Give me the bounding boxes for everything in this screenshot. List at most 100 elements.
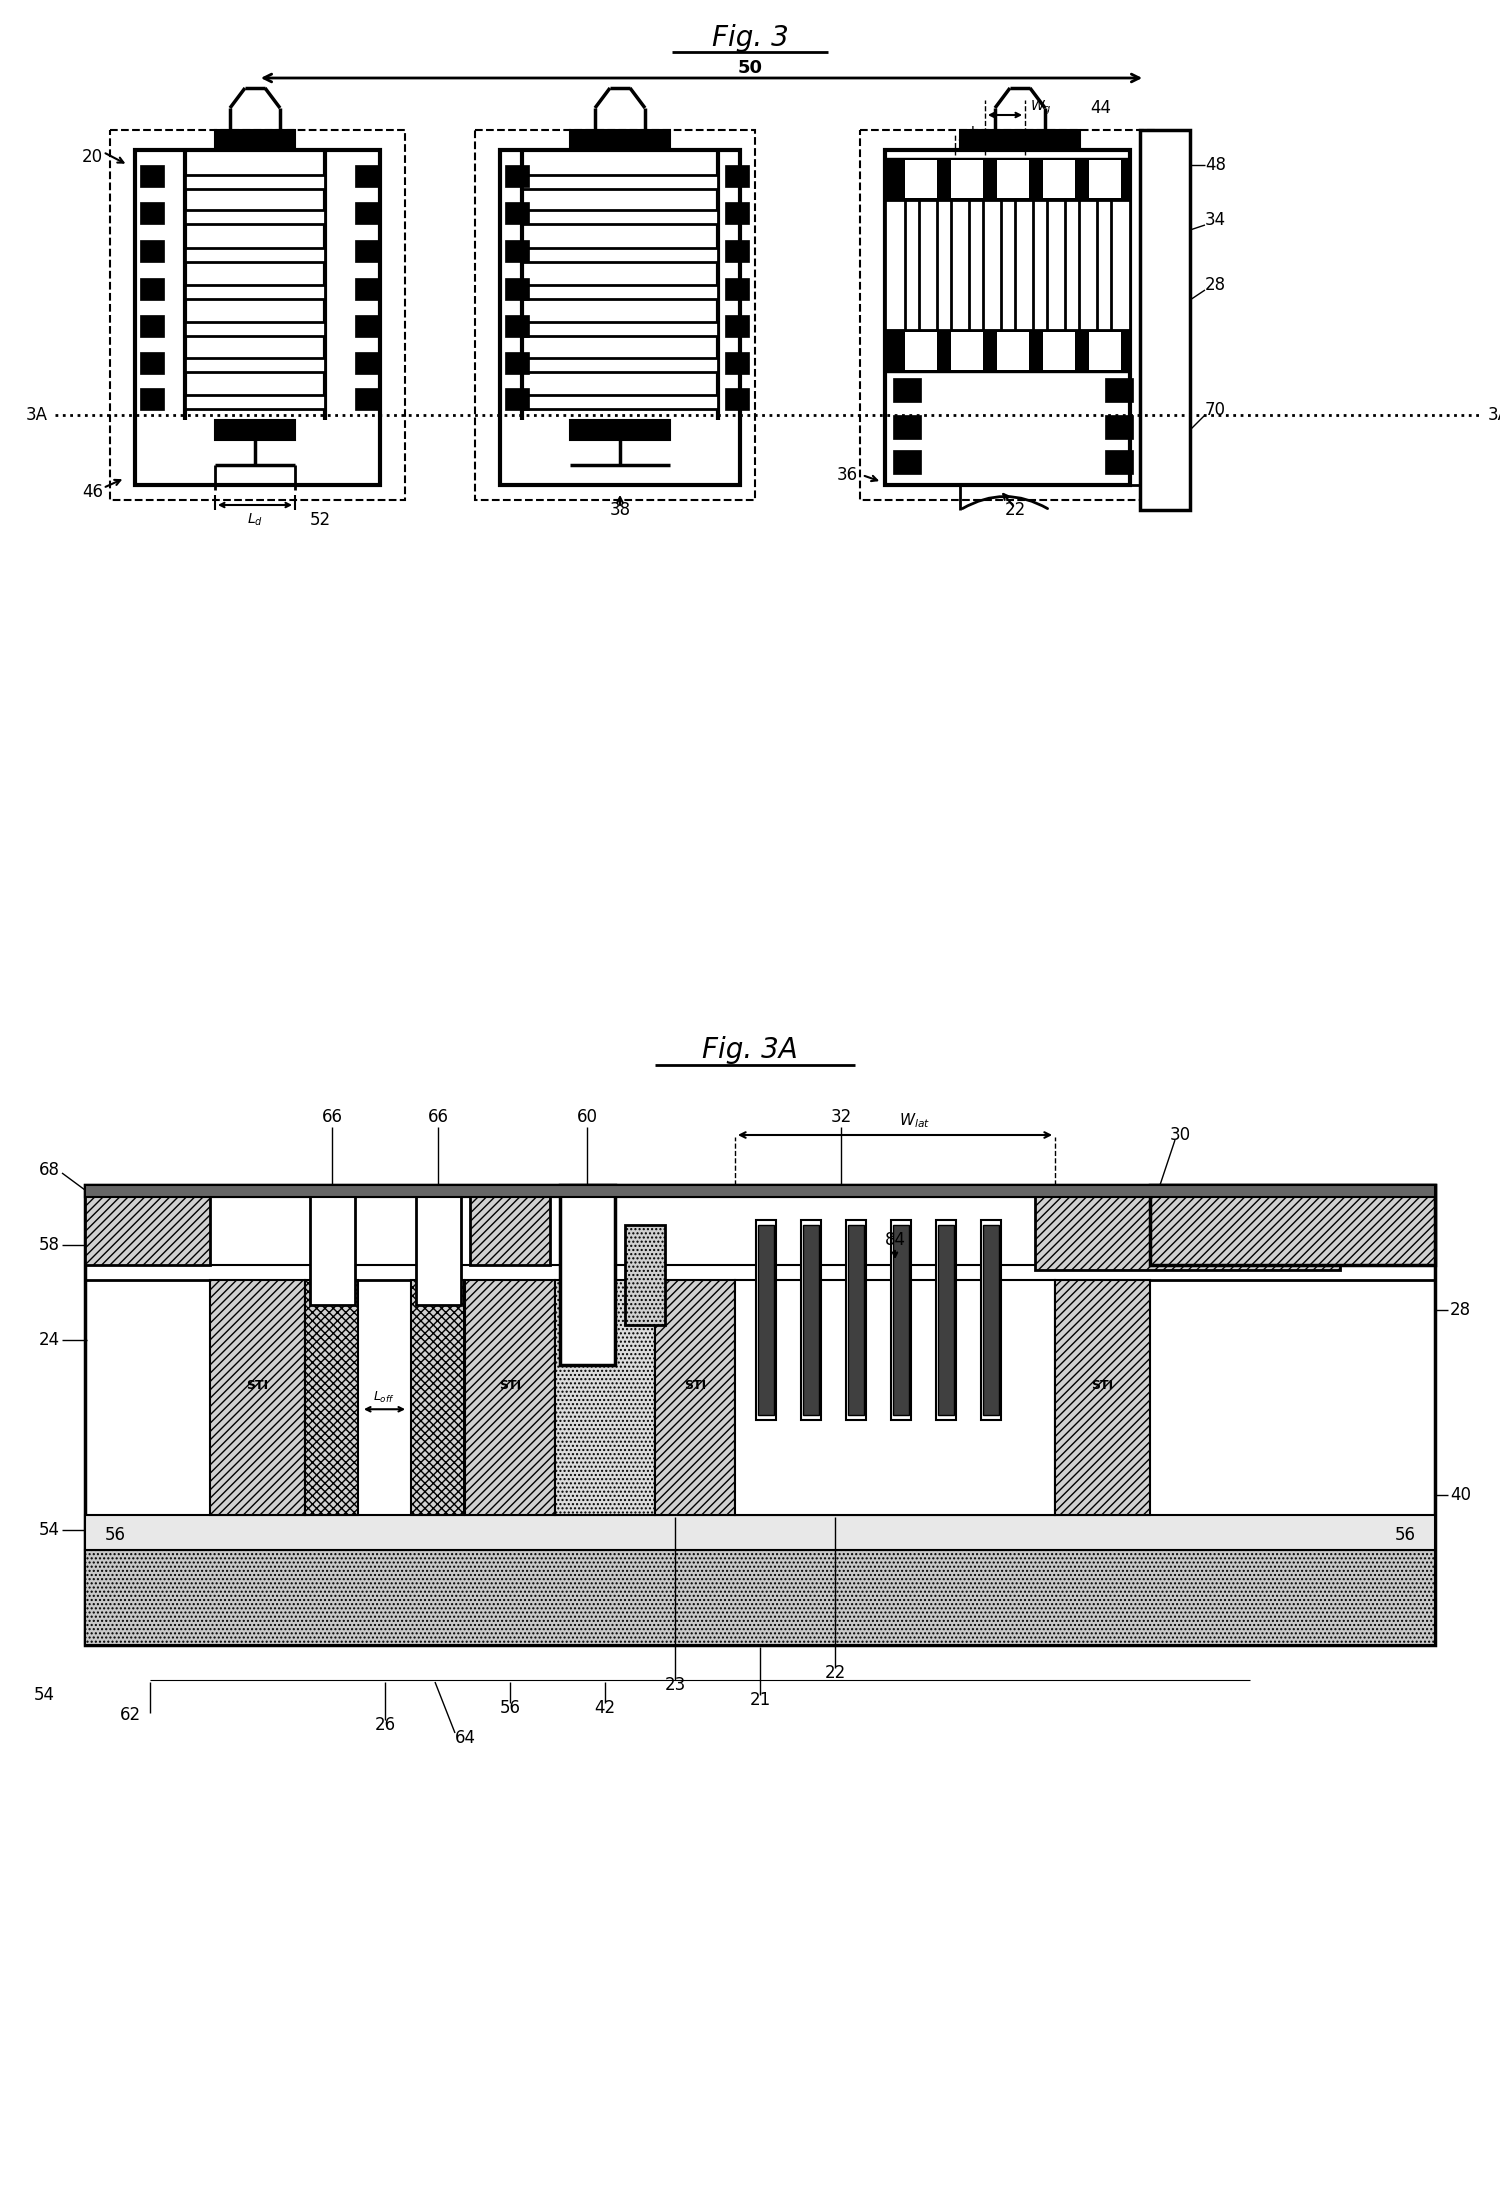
- Bar: [506, 203, 530, 225]
- Bar: [885, 150, 1130, 485]
- Bar: [951, 161, 982, 199]
- Bar: [938, 1224, 954, 1414]
- Text: 22: 22: [825, 1663, 846, 1681]
- Bar: [356, 203, 380, 225]
- Bar: [1065, 201, 1078, 331]
- Text: 84: 84: [885, 1231, 906, 1249]
- Text: 36: 36: [837, 465, 858, 483]
- Bar: [724, 278, 748, 300]
- Text: d: d: [966, 126, 975, 139]
- Text: 56: 56: [105, 1527, 126, 1544]
- Bar: [184, 395, 326, 408]
- Bar: [140, 388, 164, 410]
- Bar: [522, 174, 718, 190]
- Bar: [1106, 450, 1132, 474]
- Bar: [214, 419, 296, 439]
- Text: 24: 24: [39, 1330, 60, 1350]
- Bar: [411, 1279, 464, 1516]
- Bar: [140, 315, 164, 338]
- Bar: [506, 388, 530, 410]
- Text: STI: STI: [684, 1379, 706, 1392]
- Bar: [210, 1279, 304, 1516]
- Bar: [802, 1224, 819, 1414]
- Bar: [1034, 201, 1047, 331]
- Bar: [1106, 377, 1132, 401]
- Bar: [522, 357, 718, 373]
- Bar: [904, 161, 938, 199]
- Bar: [1150, 1185, 1436, 1264]
- Text: 3A': 3A': [1488, 406, 1500, 424]
- Bar: [885, 159, 1130, 201]
- Bar: [847, 1224, 864, 1414]
- Bar: [724, 388, 748, 410]
- Bar: [891, 1220, 910, 1421]
- Text: 28: 28: [1450, 1302, 1472, 1319]
- Bar: [522, 210, 718, 225]
- Bar: [859, 130, 1155, 501]
- Bar: [1096, 201, 1112, 331]
- Text: 70: 70: [1204, 401, 1225, 419]
- Bar: [522, 285, 718, 300]
- Bar: [356, 165, 380, 188]
- Bar: [110, 130, 405, 501]
- Bar: [969, 201, 982, 331]
- Bar: [1054, 1279, 1150, 1516]
- Bar: [724, 240, 748, 263]
- Bar: [465, 1279, 555, 1516]
- Text: 54: 54: [34, 1685, 56, 1703]
- Bar: [86, 1185, 1435, 1646]
- Bar: [135, 150, 380, 485]
- Bar: [570, 419, 670, 439]
- Bar: [470, 1185, 550, 1264]
- Text: $W_g$: $W_g$: [1030, 99, 1051, 117]
- Text: 66: 66: [321, 1107, 342, 1125]
- Bar: [140, 353, 164, 375]
- Bar: [304, 1279, 358, 1516]
- Text: 28: 28: [1204, 276, 1225, 293]
- Bar: [1035, 1185, 1340, 1271]
- Text: 44: 44: [1090, 99, 1112, 117]
- Bar: [756, 1220, 776, 1421]
- Bar: [214, 130, 296, 150]
- Bar: [998, 331, 1029, 371]
- Bar: [356, 353, 380, 375]
- Text: 50: 50: [738, 60, 762, 77]
- Text: Fig. 3A: Fig. 3A: [702, 1037, 798, 1063]
- Bar: [982, 1224, 999, 1414]
- Bar: [885, 331, 1130, 373]
- Bar: [476, 130, 754, 501]
- Text: 54: 54: [39, 1520, 60, 1540]
- Bar: [86, 1516, 1435, 1551]
- Text: 68: 68: [39, 1160, 60, 1178]
- Text: 3A: 3A: [26, 406, 48, 424]
- Bar: [735, 1279, 1054, 1516]
- Bar: [560, 1185, 615, 1366]
- Bar: [904, 331, 938, 371]
- Bar: [310, 1185, 356, 1306]
- Text: 56: 56: [500, 1699, 520, 1716]
- Bar: [140, 165, 164, 188]
- Bar: [1042, 161, 1076, 199]
- Text: 60: 60: [576, 1107, 597, 1125]
- Bar: [86, 1551, 1435, 1646]
- Text: 66: 66: [427, 1107, 448, 1125]
- Bar: [1106, 415, 1132, 439]
- Bar: [570, 130, 670, 150]
- Text: 22: 22: [1005, 501, 1026, 518]
- Text: 21: 21: [750, 1692, 771, 1710]
- Bar: [184, 285, 326, 300]
- Bar: [1089, 161, 1120, 199]
- Bar: [626, 1224, 664, 1326]
- Text: $L_{off}$: $L_{off}$: [374, 1390, 394, 1405]
- Bar: [981, 1220, 1000, 1421]
- Bar: [885, 201, 1130, 331]
- Text: 34: 34: [1204, 212, 1225, 229]
- Bar: [801, 1220, 820, 1421]
- Bar: [356, 315, 380, 338]
- Bar: [184, 322, 326, 335]
- Text: 32: 32: [831, 1107, 852, 1125]
- Bar: [1042, 331, 1076, 371]
- Text: Fig. 3: Fig. 3: [711, 24, 789, 53]
- Text: 48: 48: [1204, 157, 1225, 174]
- Text: 26: 26: [375, 1716, 396, 1734]
